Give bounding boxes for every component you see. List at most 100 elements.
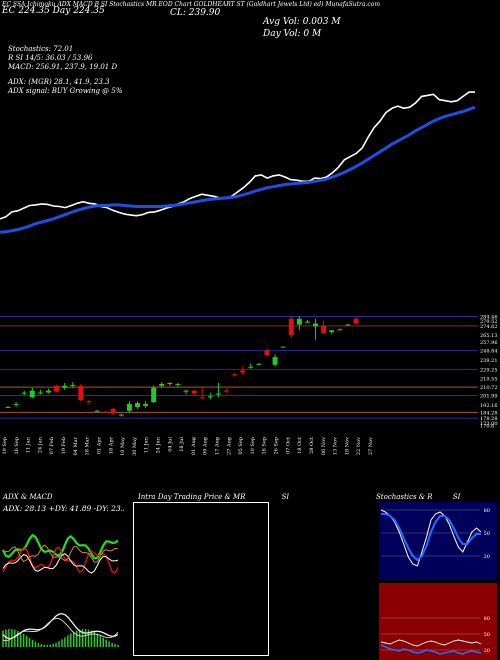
candle-body	[5, 406, 11, 408]
candle-body	[37, 392, 43, 394]
candle	[264, 348, 270, 357]
x-axis-label: 17 Aug	[215, 436, 221, 455]
x-axis-label: 27 Aug	[226, 436, 232, 455]
rsi-axis-label: 80	[484, 616, 490, 622]
header-open-close: EC 224.35 Day 224.35	[2, 6, 105, 16]
candle	[280, 346, 286, 348]
candle-body	[159, 383, 165, 386]
rsi-axis-label: 50	[484, 632, 490, 638]
x-axis-label: 07 Feb	[49, 437, 55, 454]
x-axis-label: 24 Jan	[37, 436, 43, 453]
x-axis-label: 06 Nov	[321, 437, 327, 455]
candle	[29, 387, 35, 399]
stoch-title-suffix: SI	[452, 493, 461, 501]
y-tick-label: 210.72	[480, 385, 498, 391]
intraday-title: Intra Day Trading Price & MR SI	[138, 493, 289, 501]
candle	[126, 401, 132, 413]
stoch-axis-label: 80	[484, 508, 490, 514]
candle	[296, 315, 302, 331]
candle-body	[329, 330, 335, 333]
header-day-vol: Day Vol: 0 M	[263, 29, 322, 39]
candle	[54, 384, 60, 393]
candle	[288, 316, 294, 338]
candle-body	[288, 318, 294, 336]
candle	[37, 389, 43, 395]
rsi-line	[380, 639, 482, 647]
header-close: CL: 239.90	[170, 8, 221, 18]
candle-body	[78, 385, 84, 401]
candle-body	[94, 410, 100, 412]
x-axis-label: 24 Jun	[155, 436, 161, 453]
header-adx-signal: ADX signal: BUY Growing @ 5%	[8, 87, 123, 95]
candle	[45, 388, 51, 394]
header-adx: ADX: (MGR) 28.1, 41.9, 23.3	[8, 78, 110, 86]
candle-body	[62, 385, 68, 388]
candle-body	[134, 403, 140, 407]
candle-body	[280, 346, 286, 348]
stoch-axis-label: 20	[484, 554, 490, 560]
adx-macd-panel: ADX: 28.13 +DY: 41.89 -DY: 23.5	[0, 502, 124, 647]
y-tick-label: 184.28	[480, 410, 498, 416]
candle	[70, 382, 76, 388]
y-tick-label: 219.55	[480, 377, 498, 383]
candle-body	[215, 393, 221, 395]
price-line-chart	[0, 91, 476, 234]
candle-body	[353, 318, 359, 324]
line-chart-layer	[0, 91, 476, 234]
header-rsi: R SI 14/5: 36.03 / 53.96	[8, 54, 93, 62]
candle	[313, 318, 319, 340]
candle-body	[54, 385, 60, 392]
candle	[199, 387, 205, 400]
x-axis-label: 22 Nov	[356, 437, 362, 455]
candle-body	[345, 324, 351, 326]
candle	[232, 373, 238, 377]
candle	[110, 407, 116, 416]
x-axis-label: 26 Sep	[274, 437, 280, 455]
adx-lines	[2, 533, 119, 574]
y-tick-label: 284.46	[480, 314, 498, 320]
candles	[5, 315, 359, 417]
candle	[62, 382, 68, 390]
x-axis-label: 27 Nov	[368, 437, 374, 455]
candle-body	[118, 414, 124, 416]
rsi-signal-line	[380, 644, 482, 655]
candle	[143, 401, 149, 408]
candle	[256, 362, 262, 365]
y-tick-label: 257.96	[480, 340, 498, 346]
x-axis-label: 28 Oct	[309, 437, 315, 454]
macd-signal-line	[2, 617, 119, 642]
intraday-title-suffix: SI	[281, 493, 290, 501]
x-axis-label: 16 Sep	[262, 437, 268, 455]
candle-body	[110, 408, 116, 414]
header-stochastics: Stochastics: 72.01	[8, 45, 74, 53]
candle-body	[304, 321, 310, 323]
candle-body	[86, 401, 92, 403]
y-tick-label: 248.84	[480, 349, 498, 355]
y-tick-label: 229.25	[480, 367, 498, 373]
candle	[151, 385, 157, 404]
adx-aux-line	[2, 544, 119, 563]
candle-body	[199, 397, 205, 399]
x-axis-label: 11 Jun	[144, 436, 150, 453]
candle-body	[256, 363, 262, 365]
candle	[272, 354, 278, 367]
x-axis-label: 09 Aug	[203, 436, 209, 455]
x-axis-label: 18 Oct	[297, 437, 303, 454]
x-axis-label: 19 Sep	[2, 437, 8, 455]
y-tick-label: 274.62	[480, 324, 498, 330]
candle-body	[45, 390, 51, 393]
x-axis-label: 18 Jul	[179, 437, 185, 452]
candle-body	[240, 370, 246, 373]
candle-body	[143, 404, 149, 406]
candle-body	[126, 404, 132, 411]
series-line-moving-average	[0, 105, 476, 234]
header-avg-vol: Avg Vol: 0.003 M	[263, 17, 341, 27]
candle-body	[272, 357, 278, 365]
candle-body	[232, 374, 238, 376]
x-axis-label: 01 Apr	[96, 436, 102, 454]
stoch-title-text: Stochastics & R	[376, 493, 433, 501]
x-axis-label: 30 May	[132, 437, 138, 456]
stoch-d-line	[381, 513, 481, 562]
candle	[102, 410, 108, 413]
